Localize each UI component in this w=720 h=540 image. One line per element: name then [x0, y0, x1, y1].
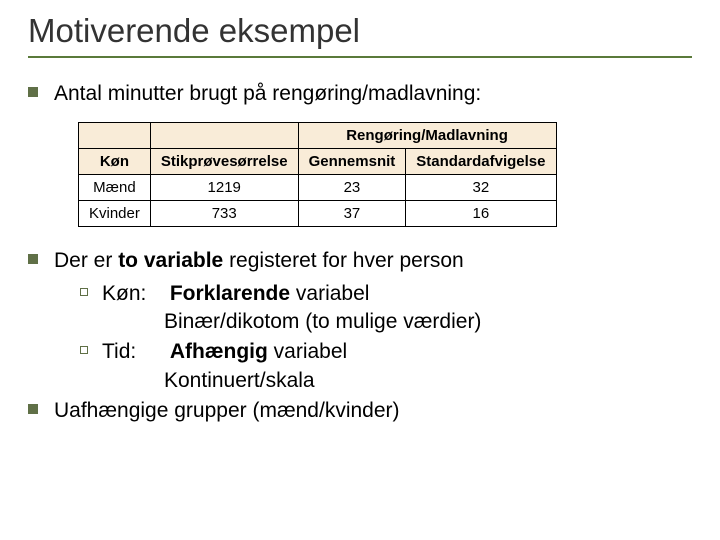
sub-bullet-icon [80, 346, 88, 354]
table-header-span: Rengøring/Madlavning [298, 123, 556, 149]
sub2-line2: Kontinuert/skala [164, 367, 315, 395]
table-empty-cell [79, 123, 151, 149]
sub1-bold: Forklarende [170, 282, 290, 305]
slide-title: Motiverende eksempel [28, 12, 692, 58]
sub-list: Køn: Forklarende variabel Binær/dikotom … [80, 280, 692, 395]
table-cell: 32 [406, 175, 556, 201]
data-table-wrap: Rengøring/Madlavning Køn Stikprøvesørrel… [78, 122, 692, 227]
table-empty-cell [150, 123, 298, 149]
table-row: Kvinder 733 37 16 [79, 201, 557, 227]
bullet-2: Der er to variable registeret for hver p… [28, 247, 692, 275]
sub-1-text: Køn: Forklarende variabel Binær/dikotom … [102, 280, 481, 337]
table-col-3: Standardafvigelse [406, 149, 556, 175]
bullet-1: Antal minutter brugt på rengøring/madlav… [28, 80, 692, 108]
table-cell: 1219 [150, 175, 298, 201]
table-cell: Kvinder [79, 201, 151, 227]
table-header-row: Køn Stikprøvesørrelse Gennemsnit Standar… [79, 149, 557, 175]
sub2-label: Tid: [102, 338, 164, 366]
slide: Motiverende eksempel Antal minutter brug… [0, 0, 720, 540]
bullet-3-text: Uafhængige grupper (mænd/kvinder) [54, 397, 400, 425]
sub-2-text: Tid: Afhængig variabel Kontinuert/skala [102, 338, 347, 395]
table-cell: 23 [298, 175, 406, 201]
sub1-rest: variabel [290, 282, 369, 305]
b2-bold: to variable [118, 249, 223, 272]
table-header-span-row: Rengøring/Madlavning [79, 123, 557, 149]
table-cell: 733 [150, 201, 298, 227]
sub-item-1: Køn: Forklarende variabel Binær/dikotom … [80, 280, 692, 337]
bullet-icon [28, 254, 38, 264]
table-cell: 37 [298, 201, 406, 227]
sub2-rest: variabel [268, 340, 347, 363]
table-col-1: Stikprøvesørrelse [150, 149, 298, 175]
bullet-2-text: Der er to variable registeret for hver p… [54, 247, 464, 275]
sub-item-2: Tid: Afhængig variabel Kontinuert/skala [80, 338, 692, 395]
table-cell: 16 [406, 201, 556, 227]
b2-suffix: registeret for hver person [223, 249, 463, 272]
sub1-label: Køn: [102, 280, 164, 308]
bullet-1-text: Antal minutter brugt på rengøring/madlav… [54, 80, 481, 108]
table-col-0: Køn [79, 149, 151, 175]
table-row: Mænd 1219 23 32 [79, 175, 557, 201]
sub2-bold: Afhængig [170, 340, 268, 363]
sub-bullet-icon [80, 288, 88, 296]
table-col-2: Gennemsnit [298, 149, 406, 175]
bullet-3: Uafhængige grupper (mænd/kvinder) [28, 397, 692, 425]
bullet-icon [28, 404, 38, 414]
table-cell: Mænd [79, 175, 151, 201]
bullet-icon [28, 87, 38, 97]
sub1-line2: Binær/dikotom (to mulige værdier) [164, 308, 481, 336]
data-table: Rengøring/Madlavning Køn Stikprøvesørrel… [78, 122, 557, 227]
b2-prefix: Der er [54, 249, 118, 272]
